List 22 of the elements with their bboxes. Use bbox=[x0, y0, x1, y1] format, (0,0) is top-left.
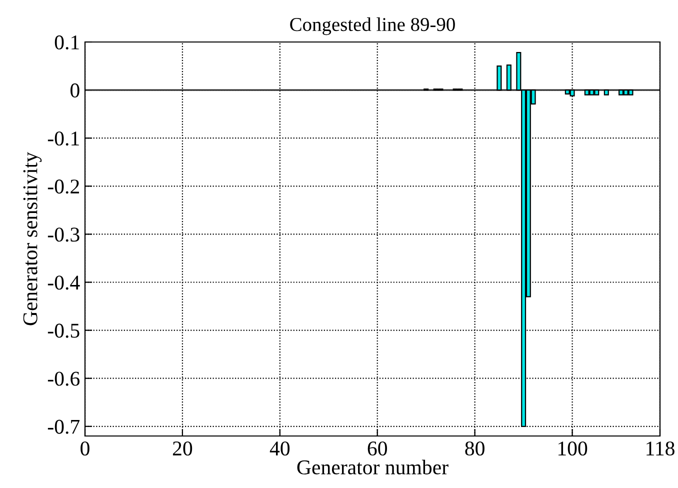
bar bbox=[604, 89, 609, 96]
y-tick-label: -0.2 bbox=[48, 180, 79, 194]
x-tick-label: 60 bbox=[368, 441, 387, 456]
x-tick-label: 40 bbox=[270, 441, 290, 456]
x-axis-title: Generator number bbox=[297, 460, 448, 474]
x-tick-label: 80 bbox=[465, 441, 484, 456]
y-tick-label: -0.3 bbox=[48, 228, 80, 242]
x-tick-label: 118 bbox=[646, 441, 674, 456]
chart-title: Congested line 89-90 bbox=[290, 17, 455, 36]
y-tick-label: -0.1 bbox=[48, 131, 79, 146]
y-axis-title: Generator sensitivity bbox=[23, 152, 42, 326]
y-tick-label: -0.4 bbox=[48, 276, 80, 290]
x-tick-label: 20 bbox=[172, 441, 192, 456]
y-tick-label: -0.7 bbox=[48, 420, 80, 434]
y-tick-label: -0.6 bbox=[48, 372, 80, 386]
x-tick-label: 100 bbox=[558, 441, 588, 456]
bar bbox=[506, 64, 512, 91]
y-tick-label: 0 bbox=[70, 83, 80, 98]
bar bbox=[496, 65, 502, 91]
x-tick-label: 0 bbox=[80, 441, 90, 456]
y-tick-label: 0.1 bbox=[54, 35, 79, 50]
y-tick-label: -0.5 bbox=[48, 324, 80, 338]
